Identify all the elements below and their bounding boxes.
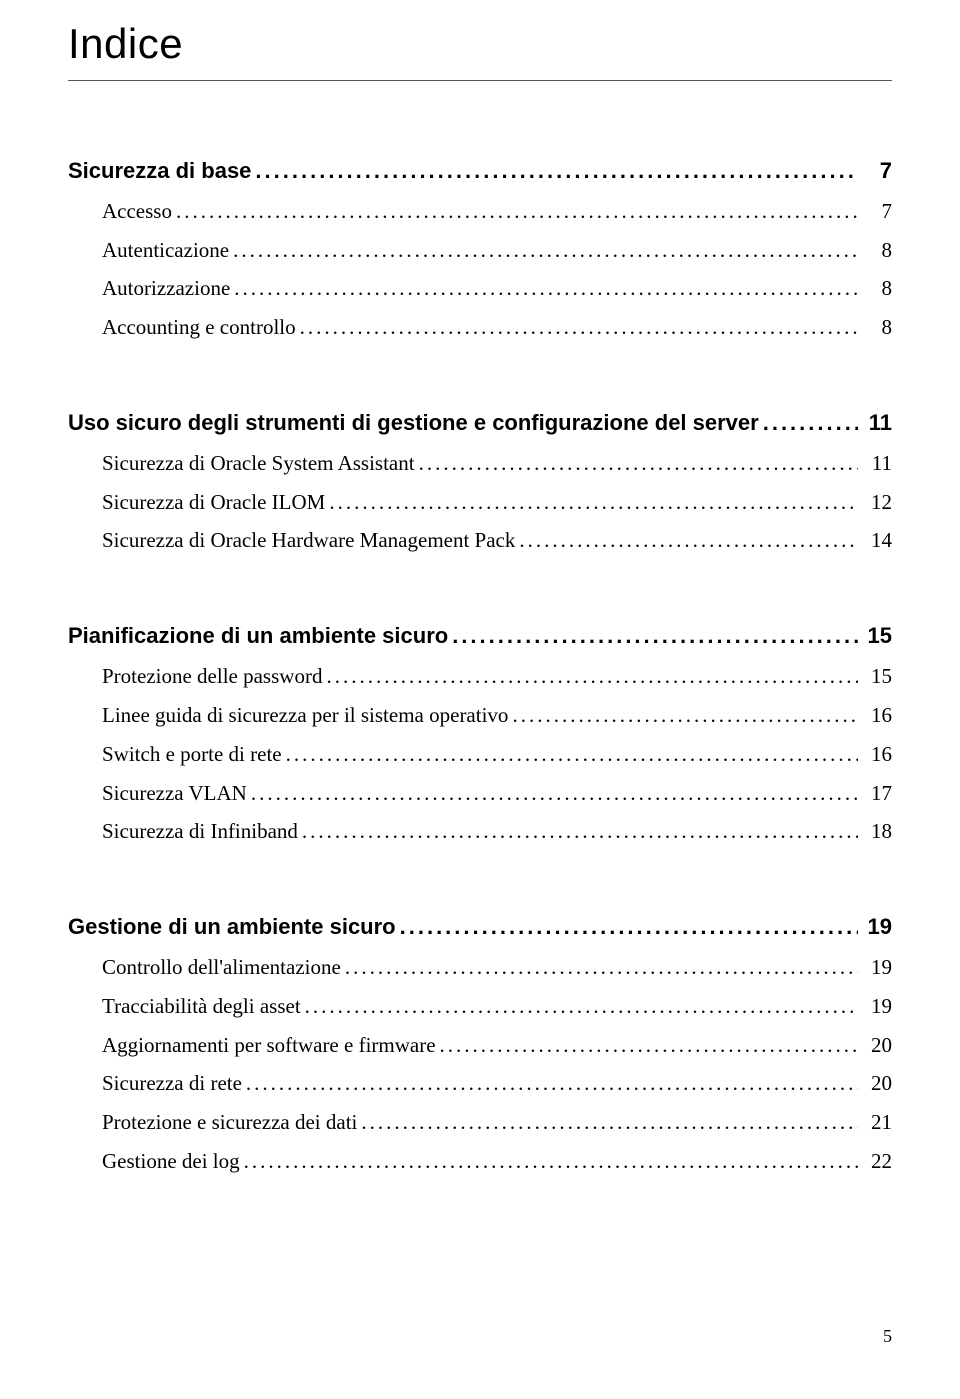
- toc-page: 19: [862, 907, 892, 948]
- toc-page: 7: [862, 151, 892, 192]
- toc-page: 15: [862, 657, 892, 696]
- toc-section: Sicurezza di base 7 Accesso 7 Autenticaz…: [68, 151, 892, 347]
- toc-heading: Sicurezza di base 7: [68, 151, 892, 192]
- toc-label: Sicurezza di Oracle Hardware Management …: [102, 521, 515, 560]
- toc-label: Pianificazione di un ambiente sicuro: [68, 616, 448, 657]
- toc-leader: [440, 1026, 858, 1065]
- page-number: 5: [883, 1326, 892, 1347]
- toc-entry: Sicurezza di Oracle Hardware Management …: [102, 521, 892, 560]
- toc-label: Sicurezza di Oracle ILOM: [102, 483, 325, 522]
- toc-label: Protezione delle password: [102, 657, 322, 696]
- toc-leader: [452, 616, 858, 657]
- toc-page: 8: [862, 231, 892, 270]
- toc-entry: Accounting e controllo 8: [102, 308, 892, 347]
- toc-entry: Sicurezza di Infiniband 18: [102, 812, 892, 851]
- toc-label: Gestione dei log: [102, 1142, 240, 1181]
- toc-leader: [519, 521, 858, 560]
- toc-page: 22: [862, 1142, 892, 1181]
- toc-entry: Sicurezza di rete 20: [102, 1064, 892, 1103]
- page-title: Indice: [68, 20, 892, 68]
- toc-label: Gestione di un ambiente sicuro: [68, 907, 396, 948]
- title-rule: [68, 80, 892, 81]
- toc-page: 17: [862, 774, 892, 813]
- toc-page: 18: [862, 812, 892, 851]
- toc-leader: [361, 1103, 858, 1142]
- toc-label: Linee guida di sicurezza per il sistema …: [102, 696, 508, 735]
- toc-heading: Uso sicuro degli strumenti di gestione e…: [68, 403, 892, 444]
- toc-page: 21: [862, 1103, 892, 1142]
- toc-label: Switch e porte di rete: [102, 735, 282, 774]
- toc-entry: Autorizzazione 8: [102, 269, 892, 308]
- page-container: Indice Sicurezza di base 7 Accesso 7 Aut…: [0, 0, 960, 1399]
- toc-leader: [326, 657, 858, 696]
- toc-label: Controllo dell'alimentazione: [102, 948, 341, 987]
- toc-entry: Aggiornamenti per software e firmware 20: [102, 1026, 892, 1065]
- toc-entry: Sicurezza di Oracle System Assistant 11: [102, 444, 892, 483]
- toc-entry: Sicurezza di Oracle ILOM 12: [102, 483, 892, 522]
- toc-label: Sicurezza di Oracle System Assistant: [102, 444, 415, 483]
- toc-leader: [345, 948, 858, 987]
- toc-leader: [255, 151, 858, 192]
- toc-leader: [329, 483, 858, 522]
- toc-label: Tracciabilità degli asset: [102, 987, 301, 1026]
- toc-heading: Pianificazione di un ambiente sicuro 15: [68, 616, 892, 657]
- toc-label: Accounting e controllo: [102, 308, 296, 347]
- toc-label: Sicurezza di rete: [102, 1064, 242, 1103]
- toc-page: 12: [862, 483, 892, 522]
- toc-page: 16: [862, 735, 892, 774]
- toc-entry: Sicurezza VLAN 17: [102, 774, 892, 813]
- toc-leader: [300, 308, 858, 347]
- toc-entry: Tracciabilità degli asset 19: [102, 987, 892, 1026]
- toc-page: 11: [862, 403, 892, 444]
- toc-heading: Gestione di un ambiente sicuro 19: [68, 907, 892, 948]
- toc-leader: [244, 1142, 858, 1181]
- toc-leader: [251, 774, 858, 813]
- toc-leader: [763, 403, 858, 444]
- toc-page: 8: [862, 308, 892, 347]
- toc-leader: [400, 907, 858, 948]
- toc-leader: [302, 812, 858, 851]
- toc-label: Uso sicuro degli strumenti di gestione e…: [68, 403, 759, 444]
- toc-leader: [286, 735, 858, 774]
- toc-entry: Protezione e sicurezza dei dati 21: [102, 1103, 892, 1142]
- toc-page: 14: [862, 521, 892, 560]
- toc-page: 7: [862, 192, 892, 231]
- toc-entry: Protezione delle password 15: [102, 657, 892, 696]
- toc-label: Sicurezza di Infiniband: [102, 812, 298, 851]
- toc-page: 19: [862, 948, 892, 987]
- toc-entry: Linee guida di sicurezza per il sistema …: [102, 696, 892, 735]
- toc-entry: Accesso 7: [102, 192, 892, 231]
- toc-leader: [246, 1064, 858, 1103]
- toc-page: 16: [862, 696, 892, 735]
- toc-label: Sicurezza VLAN: [102, 774, 247, 813]
- toc-entry: Gestione dei log 22: [102, 1142, 892, 1181]
- toc-page: 19: [862, 987, 892, 1026]
- toc-label: Aggiornamenti per software e firmware: [102, 1026, 436, 1065]
- toc-entry: Switch e porte di rete 16: [102, 735, 892, 774]
- toc-label: Autorizzazione: [102, 269, 230, 308]
- toc-entry: Autenticazione 8: [102, 231, 892, 270]
- toc-leader: [305, 987, 858, 1026]
- toc-page: 8: [862, 269, 892, 308]
- toc-page: 20: [862, 1064, 892, 1103]
- toc-section: Gestione di un ambiente sicuro 19 Contro…: [68, 907, 892, 1181]
- toc-section: Pianificazione di un ambiente sicuro 15 …: [68, 616, 892, 851]
- toc-page: 15: [862, 616, 892, 657]
- toc-leader: [512, 696, 858, 735]
- toc-entry: Controllo dell'alimentazione 19: [102, 948, 892, 987]
- toc-leader: [419, 444, 858, 483]
- toc-leader: [234, 269, 858, 308]
- toc-leader: [176, 192, 858, 231]
- toc-leader: [233, 231, 858, 270]
- toc-page: 20: [862, 1026, 892, 1065]
- toc-label: Sicurezza di base: [68, 151, 251, 192]
- toc-page: 11: [862, 444, 892, 483]
- toc-label: Autenticazione: [102, 231, 229, 270]
- toc-section: Uso sicuro degli strumenti di gestione e…: [68, 403, 892, 560]
- toc-label: Accesso: [102, 192, 172, 231]
- toc-label: Protezione e sicurezza dei dati: [102, 1103, 357, 1142]
